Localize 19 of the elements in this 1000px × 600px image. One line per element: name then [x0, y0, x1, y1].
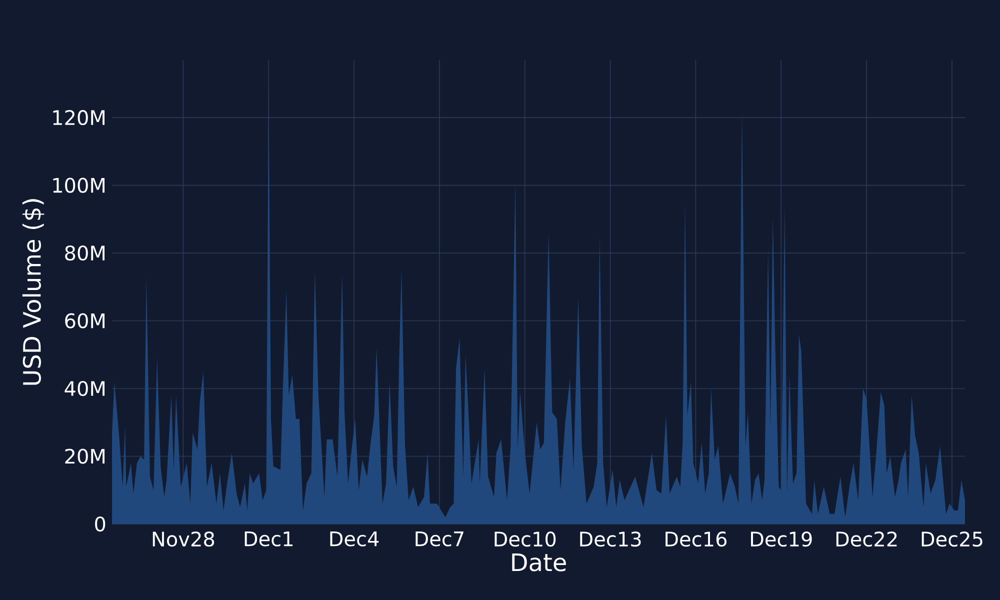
y-tick-label: 120M [53, 110, 105, 126]
y-tick-label: 40M [64, 380, 105, 396]
y-axis-title: USD Volume ($) [22, 199, 44, 385]
x-tick-label: Dec13 [580, 532, 641, 547]
x-tick-label: Dec16 [666, 532, 727, 547]
y-tick-label: 0 [95, 516, 106, 532]
x-tick-label: Dec22 [836, 532, 897, 547]
x-tick-label: Dec4 [330, 532, 379, 546]
y-tick-label: 100M [53, 178, 105, 193]
x-tick-label: Dec25 [922, 532, 982, 547]
y-tick-label: 20M [65, 448, 105, 464]
x-tick-label: Dec19 [751, 532, 812, 547]
y-tick-label: 60M [65, 313, 105, 328]
x-tick-label: Dec7 [416, 532, 464, 546]
x-tick-label: Nov28 [152, 532, 214, 547]
y-tick-label: 80M [65, 245, 105, 261]
x-axis-title: Date [512, 554, 566, 572]
x-tick-label: Dec1 [244, 532, 292, 546]
x-tick-label: Dec10 [494, 532, 556, 547]
